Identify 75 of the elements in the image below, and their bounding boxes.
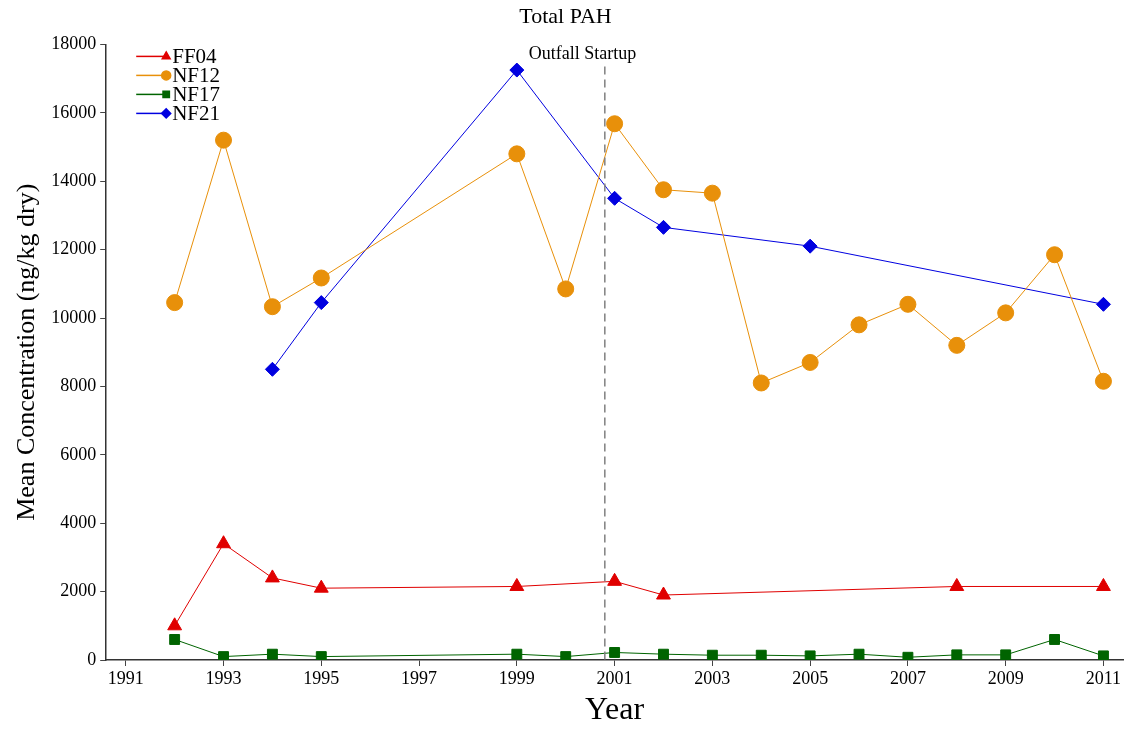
point — [169, 634, 181, 645]
point — [752, 374, 770, 392]
point — [263, 298, 281, 316]
point — [658, 648, 669, 660]
chart-title: Total PAH — [519, 2, 612, 28]
point — [1098, 650, 1109, 660]
y-tick-label: 12000 — [51, 238, 97, 259]
point — [853, 648, 865, 660]
point — [167, 617, 183, 631]
point — [949, 577, 965, 591]
point — [560, 651, 572, 660]
point — [266, 648, 278, 660]
x-tick-label: 1999 — [498, 667, 535, 688]
point — [313, 579, 329, 593]
point — [313, 295, 329, 311]
y-tick-label: 4000 — [60, 511, 97, 532]
point — [948, 336, 966, 354]
point — [802, 238, 818, 254]
point — [902, 651, 914, 660]
point — [215, 131, 233, 149]
point — [607, 190, 623, 206]
point — [703, 184, 721, 202]
point — [1000, 649, 1012, 660]
x-tick-label: 1991 — [107, 667, 144, 688]
point — [315, 651, 327, 660]
point — [850, 316, 868, 334]
point — [1095, 296, 1111, 312]
x-tick-label: 2011 — [1085, 667, 1122, 688]
x-tick-label: 2009 — [987, 667, 1024, 688]
point — [557, 280, 575, 298]
point — [1096, 577, 1111, 591]
point — [216, 535, 231, 549]
x-axis-title: Year — [585, 690, 645, 727]
point — [899, 295, 917, 313]
x-tick-label: 1997 — [401, 667, 438, 688]
point — [264, 569, 280, 583]
point — [1046, 246, 1064, 264]
point — [706, 649, 718, 660]
x-tick-label: 1993 — [205, 667, 242, 688]
y-tick-label: 6000 — [60, 443, 97, 464]
point — [166, 294, 184, 312]
point — [511, 648, 523, 660]
point — [1049, 634, 1061, 645]
point — [509, 577, 525, 591]
y-tick-label: 16000 — [51, 101, 97, 122]
point — [609, 647, 621, 658]
y-tick-label: 8000 — [60, 375, 97, 396]
point — [607, 572, 623, 586]
point — [606, 115, 624, 133]
y-tick-label: 0 — [87, 648, 97, 669]
point — [509, 62, 525, 78]
point — [508, 145, 526, 163]
point — [804, 650, 816, 660]
point — [654, 181, 672, 199]
x-tick-label: 1995 — [303, 667, 340, 688]
y-axis-title: Mean Concentration (ng/kg dry) — [11, 183, 41, 521]
y-tick-label: 2000 — [60, 580, 97, 601]
x-tick-label: 2003 — [694, 667, 731, 688]
y-tick-label: 14000 — [51, 169, 97, 190]
point — [951, 649, 963, 660]
y-tick-label: 18000 — [51, 33, 97, 54]
x-tick-label: 2001 — [596, 667, 633, 688]
point — [997, 304, 1015, 322]
point — [656, 586, 671, 600]
ref-line-label: Outfall Startup — [528, 43, 637, 64]
point — [1094, 372, 1112, 390]
x-tick-label: 2007 — [889, 667, 926, 688]
point — [312, 269, 330, 287]
point — [264, 361, 280, 377]
point — [755, 649, 767, 660]
y-tick-label: 10000 — [51, 306, 97, 327]
x-tick-label: 2005 — [792, 667, 829, 688]
point — [655, 219, 671, 235]
point — [801, 353, 819, 371]
point — [218, 651, 229, 660]
